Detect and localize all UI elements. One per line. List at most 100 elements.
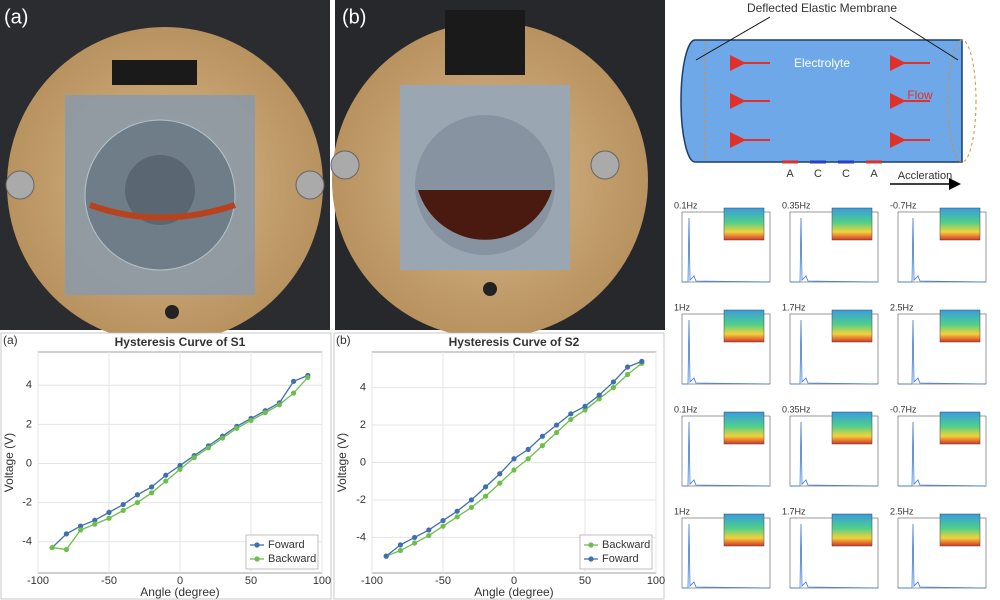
data-point: [582, 407, 588, 413]
y-tick-label: -2: [22, 496, 32, 508]
data-point: [625, 364, 631, 370]
photo-label: (b): [342, 6, 366, 28]
membrane-label: Deflected Elastic Membrane: [747, 1, 897, 15]
legend-marker: [588, 556, 594, 562]
data-point: [383, 553, 389, 559]
data-point: [525, 456, 531, 462]
spectrum-heatmap: [723, 207, 765, 241]
spectrum-heatmap: [831, 411, 873, 445]
data-point: [468, 497, 474, 503]
data-point: [582, 403, 588, 409]
spectrum-trace: [790, 523, 879, 589]
data-point: [106, 515, 112, 521]
x-tick-label: -50: [101, 575, 117, 587]
spectrum-heatmap: [831, 513, 873, 547]
data-point: [163, 472, 169, 478]
data-point: [454, 508, 460, 514]
y-tick-label: 0: [360, 456, 366, 468]
data-point: [149, 490, 155, 496]
data-point: [78, 527, 84, 533]
data-point: [596, 396, 602, 402]
data-point: [412, 540, 418, 546]
spectrum-label: 1Hz: [674, 302, 691, 312]
x-tick-label: 0: [511, 575, 517, 587]
spectrum-heatmap: [939, 411, 981, 445]
data-point: [525, 446, 531, 452]
data-point: [92, 521, 98, 527]
data-point: [397, 542, 403, 548]
legend-box: [579, 534, 653, 570]
y-tick-label: -4: [22, 536, 32, 548]
data-point: [554, 429, 560, 436]
data-point: [49, 544, 55, 551]
electrode-label: C: [814, 168, 822, 180]
x-tick-label: 100: [647, 575, 665, 587]
data-point: [248, 417, 254, 424]
y-axis-label: Voltage (V): [2, 433, 16, 492]
data-point: [554, 422, 560, 428]
spectrum-heatmap: [723, 309, 765, 343]
data-point: [483, 493, 489, 499]
flow-label: Flow: [907, 88, 933, 102]
panel-label: (b): [336, 333, 351, 347]
data-point: [596, 392, 602, 398]
acceleration-label: Accleration: [898, 170, 952, 182]
data-point: [568, 411, 574, 417]
data-point: [497, 471, 503, 477]
spectrum-heatmap: [939, 207, 981, 241]
spectrum-label: 2.5Hz: [890, 302, 914, 312]
data-point: [440, 523, 446, 529]
spectra: 0.1Hz 0.35Hz -0.7Hz 1Hz 1.7Hz 2.5Hz 0.1Hz 0.35H…: [674, 200, 987, 589]
photo-label: (a): [4, 6, 28, 28]
spectrum-label: 1.7Hz: [782, 302, 806, 312]
data-point: [511, 467, 517, 473]
y-tick-label: 4: [26, 379, 32, 391]
data-point: [63, 531, 69, 537]
data-point: [539, 433, 546, 439]
data-point: [163, 478, 169, 484]
spectrum-trace: [898, 421, 987, 487]
x-tick-label: 100: [313, 575, 331, 587]
spectrum-label: -0.7Hz: [890, 404, 917, 414]
spectrum-heatmap: [723, 411, 765, 445]
data-point: [610, 379, 617, 385]
x-tick-label: 0: [177, 575, 183, 587]
chart-title: Hysteresis Curve of S1: [115, 335, 246, 349]
data-point: [120, 507, 126, 514]
panel-label: (a): [3, 333, 18, 347]
data-point: [397, 547, 403, 554]
data-point: [106, 509, 112, 515]
spectrum-trace: [682, 217, 771, 283]
data-point: [511, 456, 517, 462]
x-tick-label: 50: [245, 575, 257, 587]
y-tick-label: -4: [356, 531, 366, 543]
data-point: [78, 523, 84, 529]
data-point: [483, 484, 489, 490]
data-point: [468, 504, 474, 511]
spectrum-label: 0.1Hz: [674, 200, 698, 210]
legend-label: Foward: [602, 553, 639, 565]
fluid-label: Electrolyte: [794, 56, 850, 70]
data-point: [625, 371, 631, 378]
spectrum-trace: [790, 217, 879, 283]
data-point: [120, 501, 126, 508]
legend-marker: [588, 542, 594, 548]
spectrum-label: 0.35Hz: [782, 200, 811, 210]
y-tick-label: 0: [26, 457, 32, 469]
spectrum-label: 0.1Hz: [674, 404, 698, 414]
data-point: [610, 384, 617, 391]
data-point: [92, 517, 98, 523]
spectrum-heatmap: [939, 309, 981, 343]
data-point: [134, 499, 140, 506]
legend-marker: [254, 556, 260, 562]
spectrum-trace: [898, 319, 987, 385]
data-point: [177, 466, 183, 472]
spectrum-trace: [790, 421, 879, 487]
chart-title: Hysteresis Curve of S2: [449, 335, 580, 349]
x-tick-label: -100: [361, 575, 383, 587]
spectrum-label: 1.7Hz: [782, 506, 806, 516]
data-point: [234, 425, 240, 431]
legend-marker: [254, 542, 260, 548]
data-point: [426, 532, 432, 539]
data-point: [412, 534, 418, 541]
